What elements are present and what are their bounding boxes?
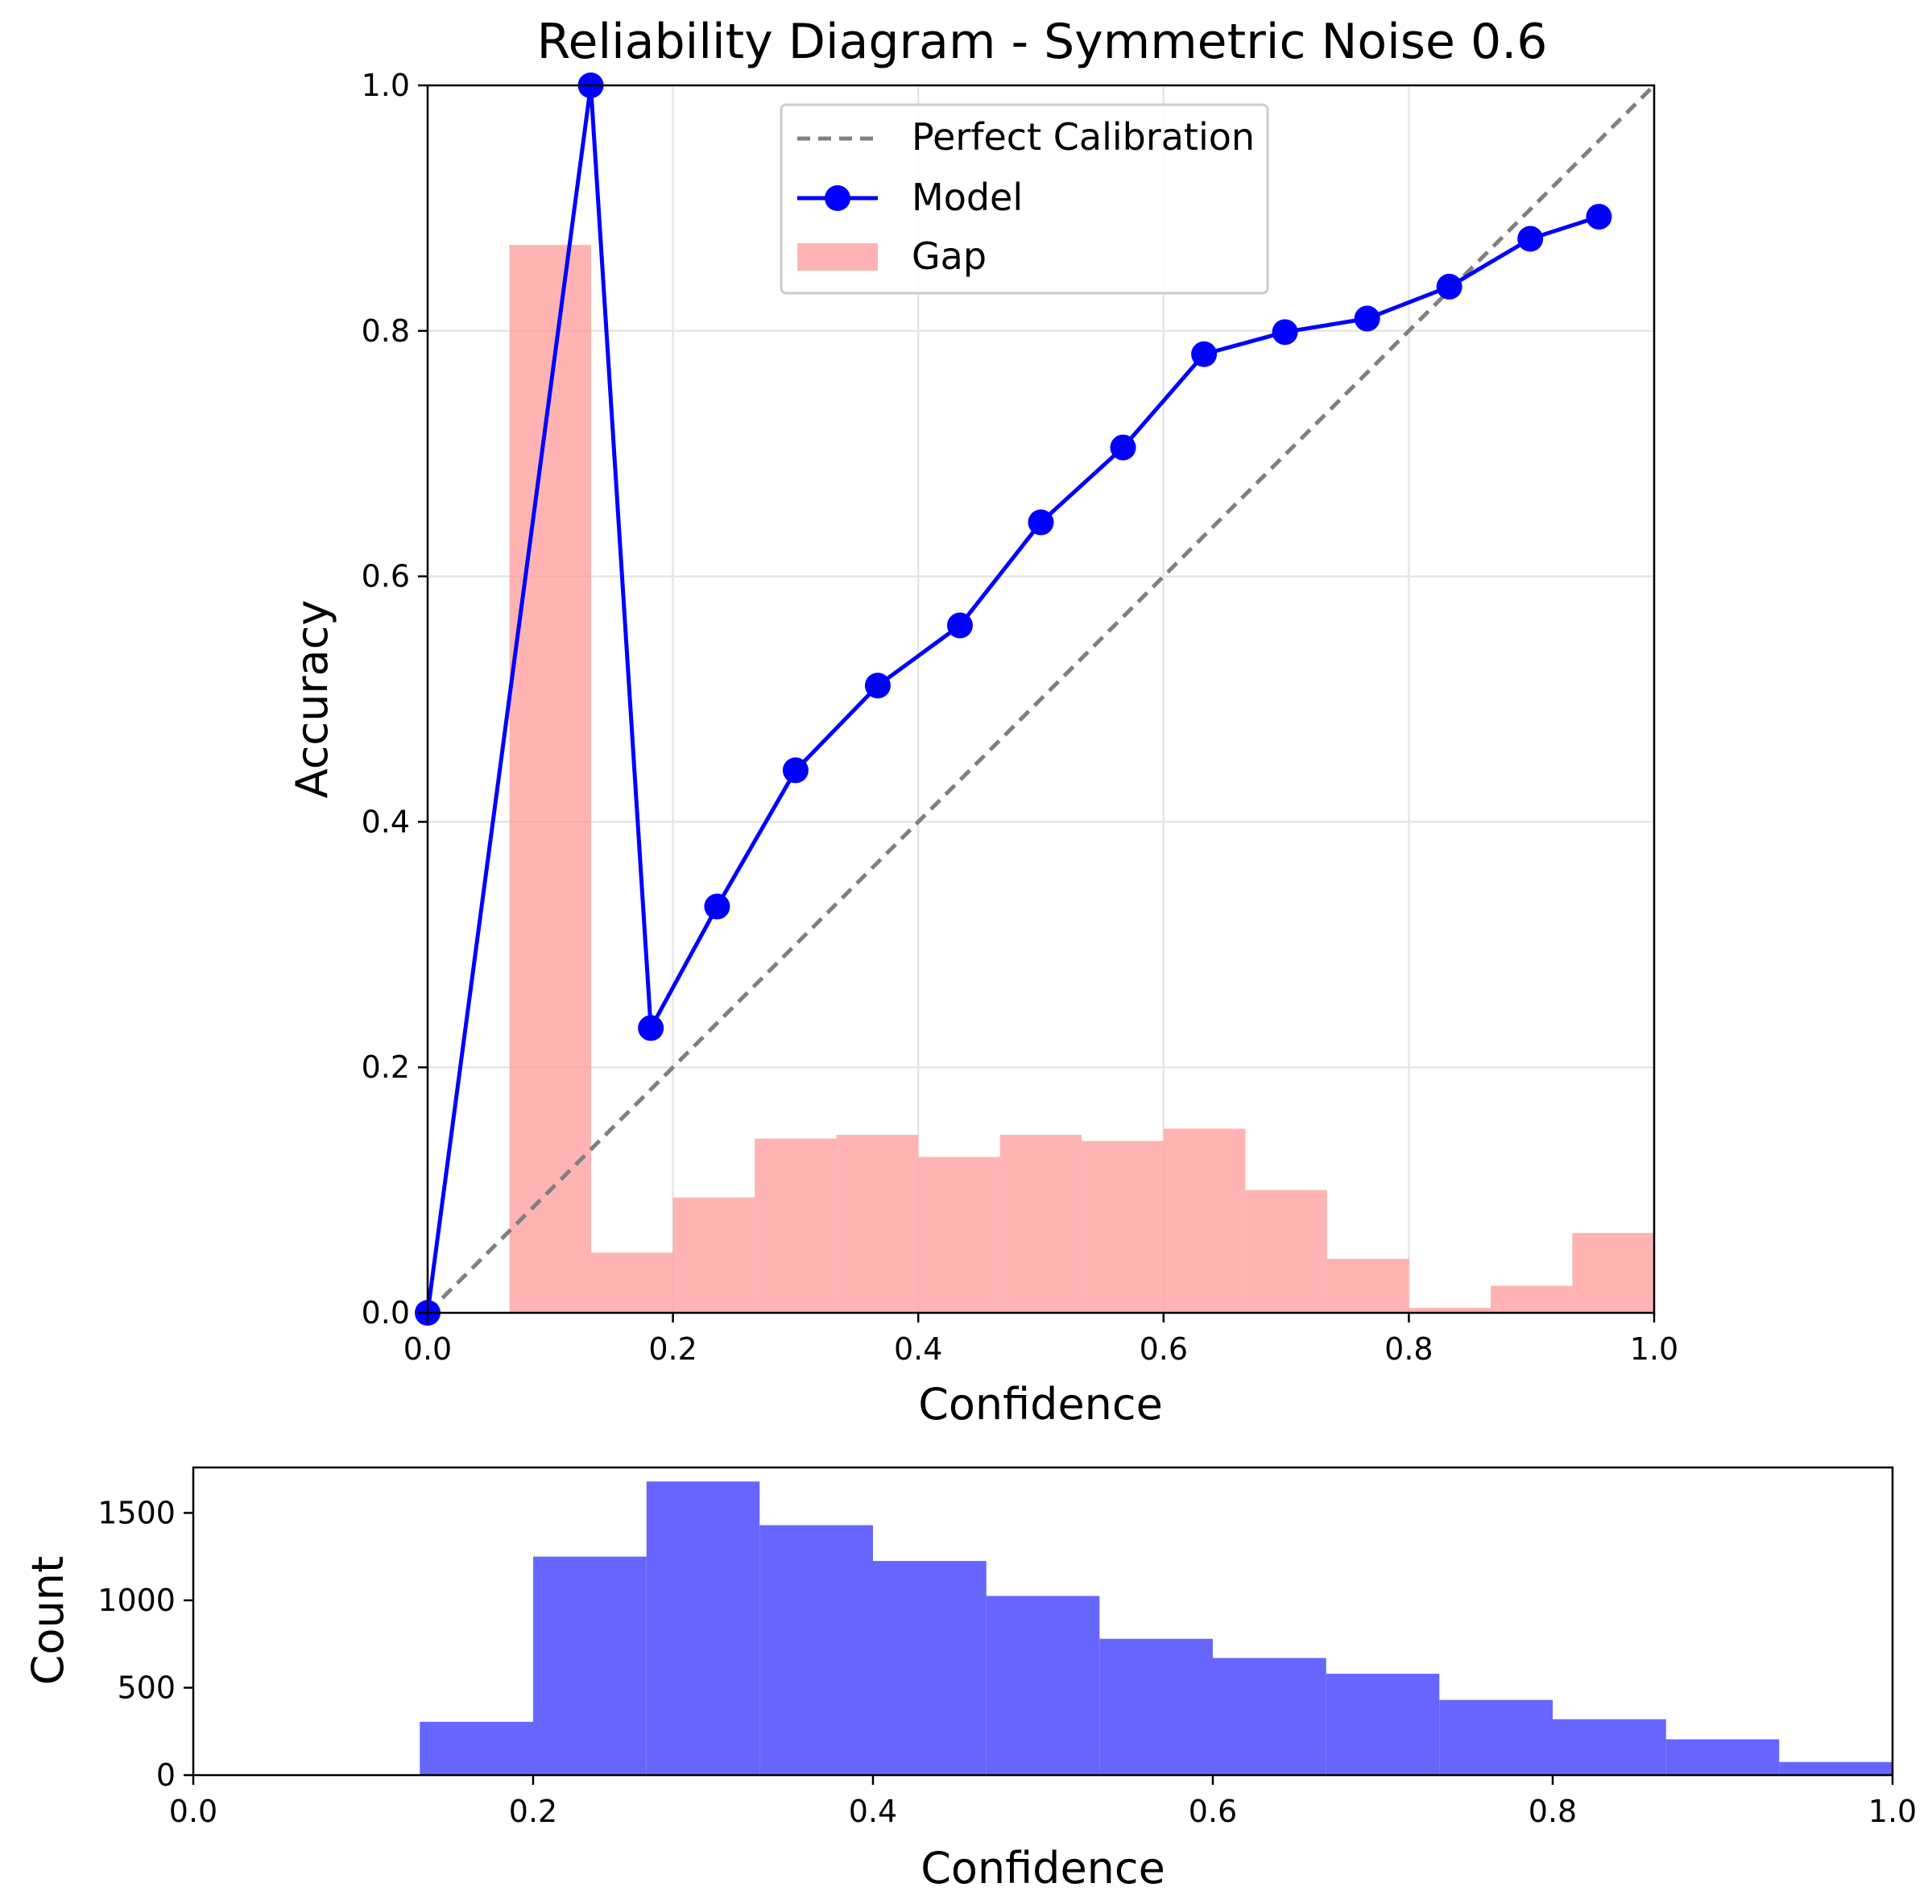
reliability-chart-title: Reliability Diagram - Symmetric Noise 0.…	[537, 14, 1548, 70]
model-point	[1354, 305, 1380, 332]
gap-bar	[1163, 1128, 1246, 1313]
gap-bar	[1082, 1140, 1164, 1313]
legend-box	[780, 103, 1269, 295]
count-bar	[1665, 1739, 1780, 1775]
reliability-x-axis-label: Confidence	[918, 1379, 1163, 1430]
gap-bar	[1490, 1285, 1573, 1313]
model-point	[782, 757, 809, 784]
gap-bar	[509, 245, 592, 1313]
count-bar	[1553, 1719, 1666, 1775]
count-bar	[646, 1481, 760, 1775]
model-series	[415, 72, 1612, 1326]
x-tick-label: 0.0	[169, 1794, 217, 1829]
gap-bar	[999, 1135, 1082, 1313]
reliability-y-ticks: 0.0 0.2 0.4 0.6 0.8 1.0	[362, 68, 428, 1331]
model-point	[1110, 434, 1136, 461]
legend-perfect-label: Perfect Calibration	[912, 115, 1255, 159]
histogram-x-ticks: 0.0 0.2 0.4 0.6 0.8 1.0	[169, 1775, 1917, 1829]
gap-bar	[755, 1138, 837, 1313]
model-point	[1028, 509, 1054, 536]
reliability-chart: Reliability Diagram - Symmetric Noise 0.…	[287, 14, 1678, 1430]
x-tick-label: 0.8	[1384, 1331, 1433, 1367]
y-tick-label: 1500	[97, 1495, 176, 1530]
model-point	[946, 612, 973, 639]
gap-bar	[836, 1135, 919, 1313]
reliability-plot-frame	[426, 84, 1656, 1314]
x-tick-label: 1.0	[1630, 1331, 1678, 1367]
model-point	[1191, 341, 1218, 367]
reliability-y-axis-label: Accuracy	[287, 600, 337, 799]
count-bar	[1099, 1638, 1213, 1775]
count-bar	[1439, 1699, 1553, 1775]
y-tick-label: 0.8	[362, 313, 410, 349]
count-bar	[986, 1596, 1100, 1775]
gap-bar	[918, 1157, 1000, 1313]
model-point	[1436, 273, 1462, 300]
y-tick-label: 0	[156, 1757, 176, 1793]
count-bar	[759, 1525, 873, 1775]
gap-bar	[1245, 1190, 1327, 1313]
gap-bar	[1326, 1258, 1409, 1313]
y-tick-label: 0.4	[362, 804, 410, 839]
x-tick-label: 1.0	[1868, 1794, 1917, 1829]
y-tick-label: 1000	[97, 1583, 176, 1618]
histogram-x-axis-label: Confidence	[920, 1843, 1165, 1894]
reliability-x-ticks: 0.0 0.2 0.4 0.6 0.8 1.0	[403, 1313, 1678, 1367]
y-tick-label: 1.0	[362, 68, 410, 103]
count-bar	[420, 1721, 533, 1775]
gap-bar	[672, 1197, 755, 1313]
y-tick-label: 500	[117, 1670, 176, 1705]
x-tick-label: 0.6	[1189, 1794, 1237, 1829]
histogram-plot-frame	[192, 1466, 1894, 1777]
x-tick-label: 0.4	[849, 1794, 897, 1829]
model-point	[1517, 226, 1544, 252]
x-tick-label: 0.4	[894, 1331, 942, 1367]
y-tick-label: 0.0	[362, 1295, 410, 1331]
count-bar	[1779, 1761, 1893, 1775]
legend: Perfect Calibration Model Gap	[780, 103, 1269, 295]
gap-bar	[591, 1252, 673, 1313]
x-tick-label: 0.0	[403, 1331, 452, 1367]
count-histogram-bars	[420, 1481, 1893, 1775]
model-point	[704, 893, 730, 920]
model-point	[638, 1015, 664, 1041]
x-tick-label: 0.8	[1529, 1794, 1577, 1829]
histogram-y-axis-label: Count	[23, 1556, 73, 1685]
y-tick-label: 0.6	[362, 559, 410, 594]
model-point	[864, 673, 891, 699]
legend-model-label: Model	[912, 176, 1023, 219]
y-tick-label: 0.2	[362, 1049, 410, 1085]
count-bar	[533, 1556, 647, 1775]
x-tick-label: 0.2	[509, 1794, 557, 1829]
legend-model-marker	[825, 185, 850, 211]
gap-bar	[1409, 1307, 1491, 1313]
x-tick-label: 0.2	[648, 1331, 697, 1367]
model-point	[1586, 204, 1612, 230]
model-point	[1272, 319, 1298, 346]
histogram-y-ticks: 0 500 1000 1500	[97, 1495, 193, 1793]
count-histogram-chart: 0.0 0.2 0.4 0.6 0.8 1.0 0 500 1000 1500 Confiden…	[23, 1466, 1917, 1894]
count-bar	[1213, 1658, 1326, 1775]
count-bar	[873, 1561, 987, 1775]
legend-gap-swatch	[797, 243, 878, 271]
legend-gap-label: Gap	[912, 234, 987, 278]
gap-bar	[1572, 1232, 1654, 1313]
gap-bars	[509, 245, 1654, 1313]
x-tick-label: 0.6	[1140, 1331, 1188, 1367]
count-bar	[1326, 1674, 1440, 1775]
